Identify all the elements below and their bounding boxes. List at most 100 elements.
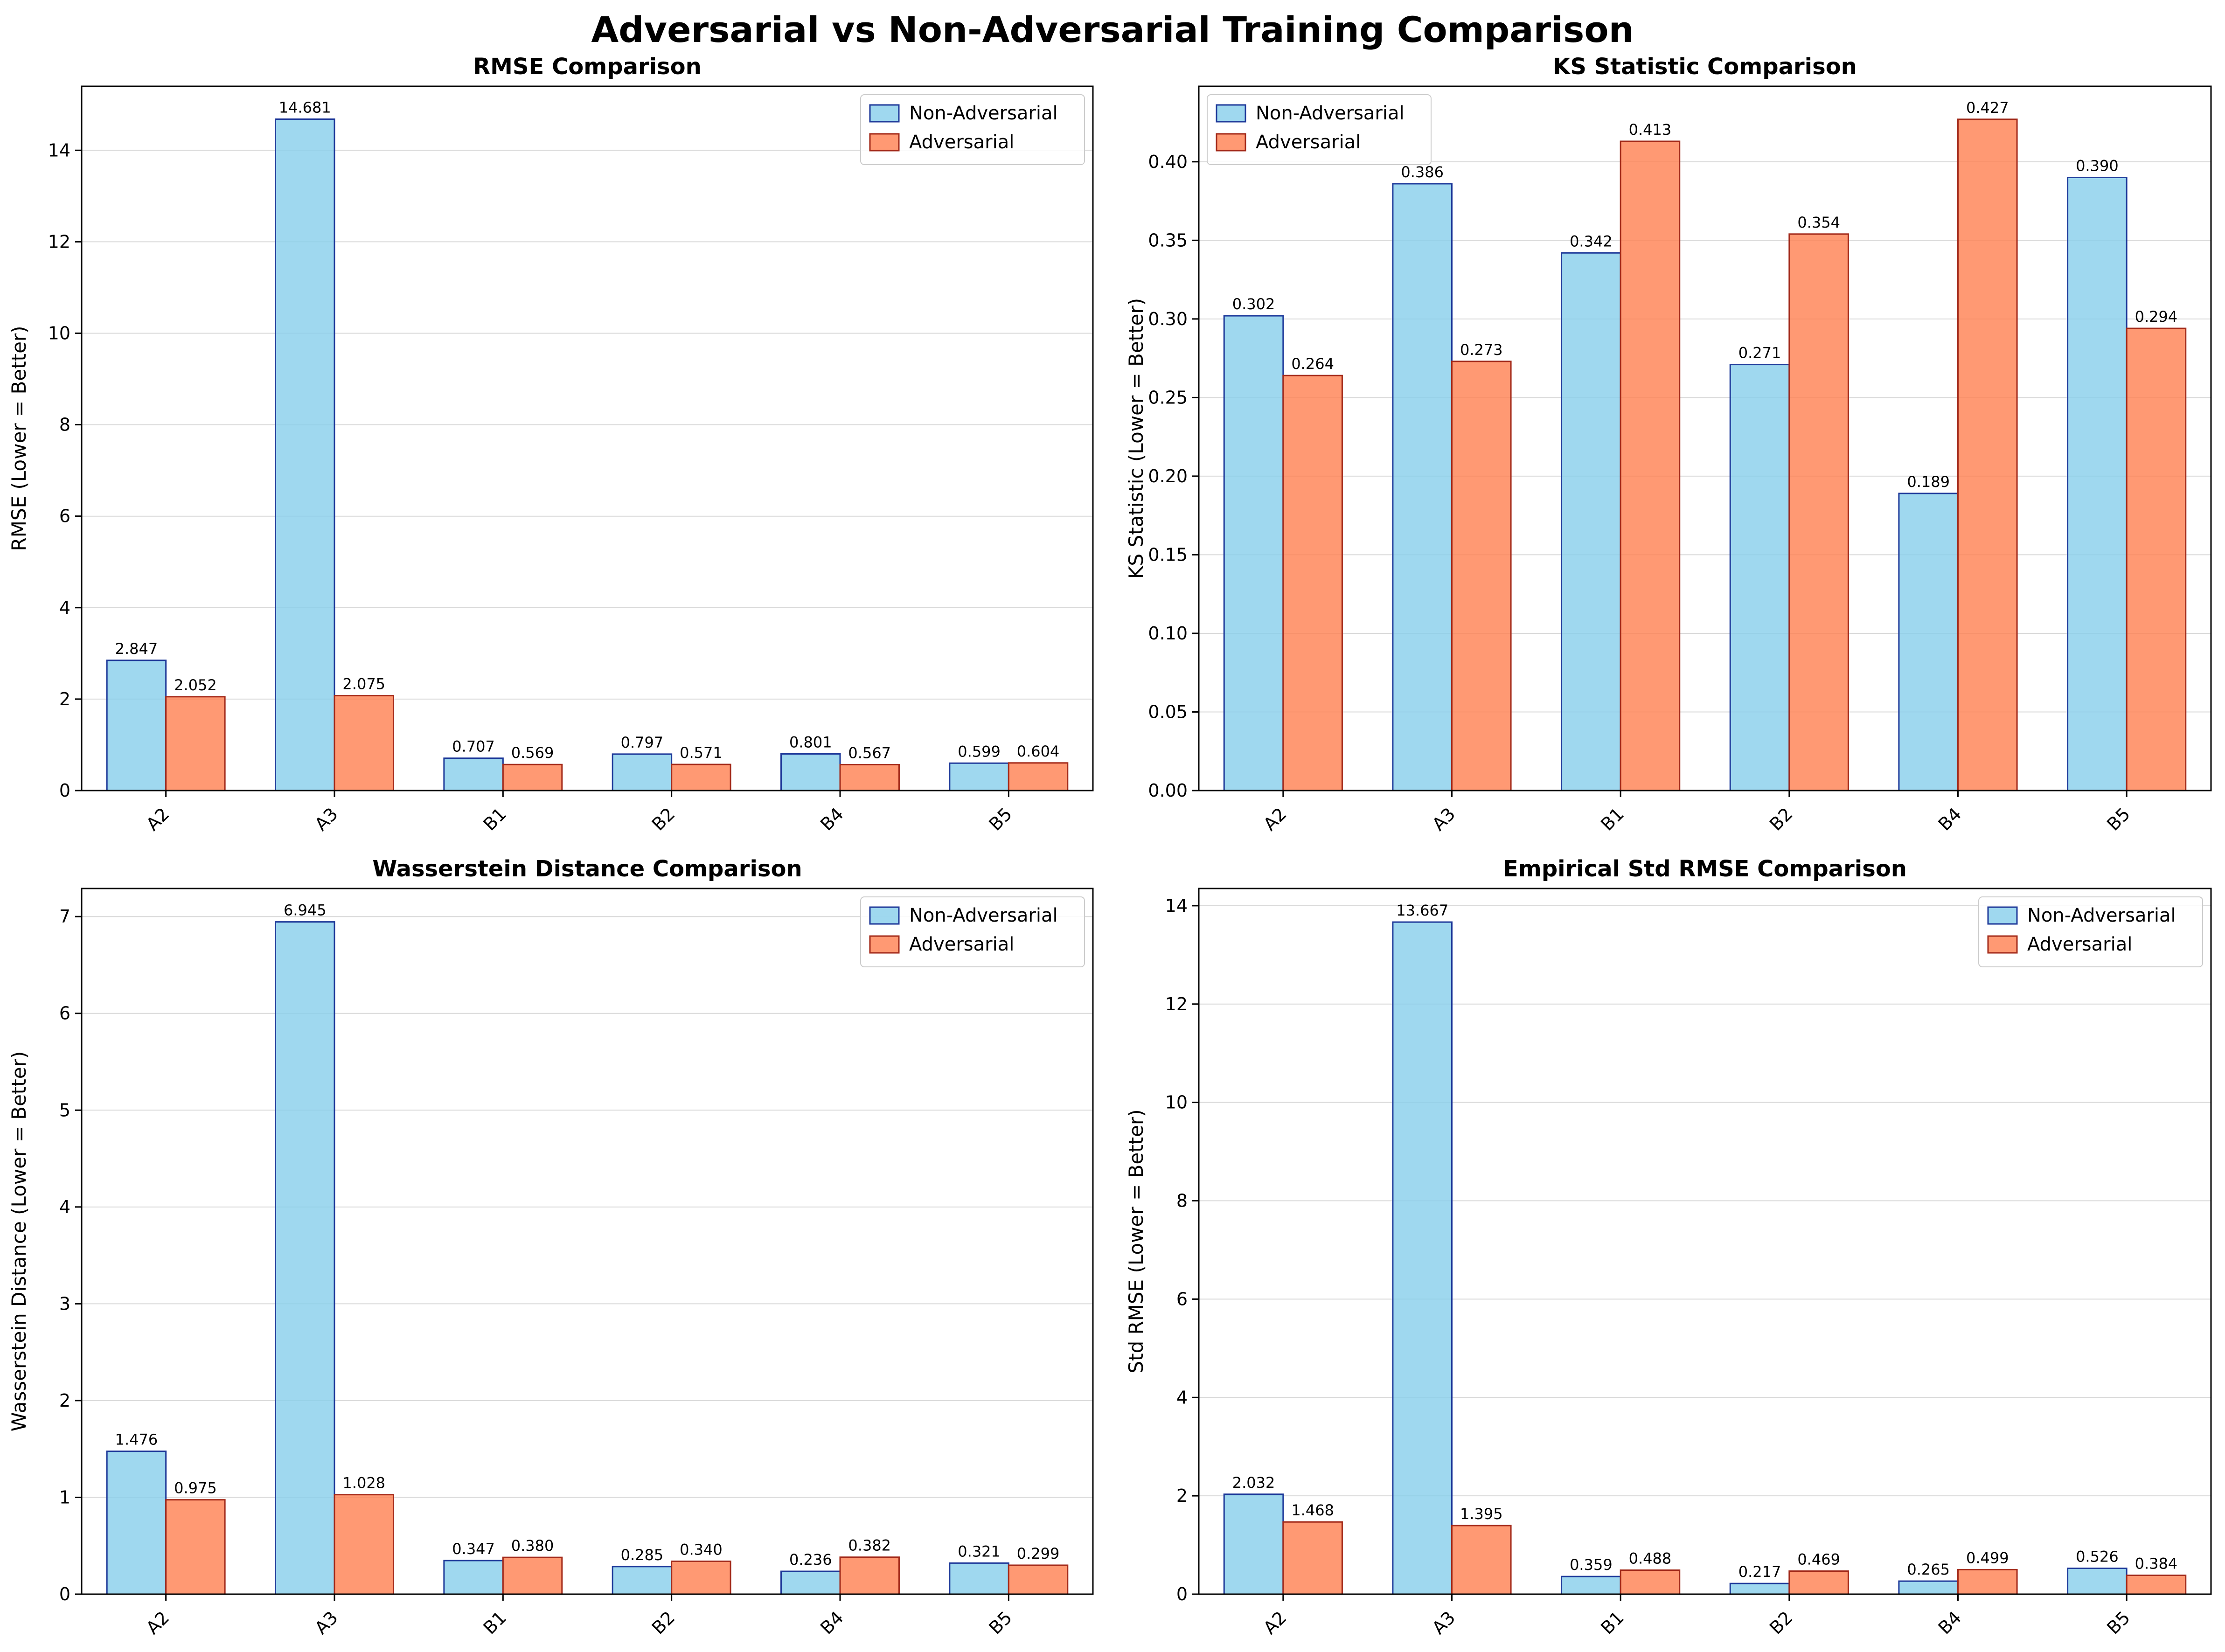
bar-non-adversarial-b4	[1898, 493, 1959, 791]
y-tick-label: 3	[59, 1293, 70, 1314]
legend-swatch	[1987, 906, 2018, 925]
y-tick-label: 0	[59, 780, 70, 801]
data-label: 0.707	[452, 738, 495, 756]
legend-swatch	[1216, 104, 1246, 123]
data-label: 0.384	[2135, 1555, 2178, 1573]
y-tick-label: 0.25	[1148, 387, 1188, 408]
panel-title: KS Statistic Comparison	[1553, 54, 1857, 80]
bar-non-adversarial-a3	[1392, 183, 1453, 791]
data-label: 1.468	[1291, 1501, 1334, 1519]
x-tick-label: B5	[2103, 1607, 2134, 1638]
bar-non-adversarial-b1	[1561, 1576, 1621, 1595]
x-tick-label: A3	[311, 1607, 342, 1638]
data-label: 0.271	[1738, 344, 1781, 362]
legend-box	[1207, 94, 1432, 165]
y-tick-label: 14	[1165, 895, 1188, 916]
legend-box	[860, 94, 1085, 165]
y-tick-label: 0.05	[1148, 701, 1188, 722]
x-tick-label: B5	[985, 1607, 1016, 1638]
panel-title: Empirical Std RMSE Comparison	[1503, 856, 1907, 882]
legend: Non-Adversarial Adversarial	[860, 896, 1085, 967]
data-label: 0.302	[1232, 295, 1275, 313]
panel-ks-statistic: 0.302 0.386 0.342 0.271 0.189 0.390 0.264 0.273…	[1125, 54, 2212, 835]
bar-non-adversarial-b4	[780, 753, 841, 791]
x-tick-label: B2	[1766, 804, 1797, 835]
bar-adversarial-b2	[671, 764, 731, 791]
data-label: 0.380	[511, 1537, 554, 1555]
data-label: 0.342	[1570, 232, 1613, 250]
bar-adversarial-b1	[1620, 1569, 1681, 1595]
legend-swatch	[869, 906, 900, 925]
data-label: 1.028	[342, 1474, 385, 1492]
x-tick-label: B4	[1934, 804, 1966, 835]
data-label: 6.945	[284, 902, 327, 919]
data-label: 2.075	[342, 675, 385, 693]
bar-non-adversarial-b5	[949, 762, 1009, 791]
y-tick-label: 0.20	[1148, 466, 1188, 486]
y-axis-label: RMSE (Lower = Better)	[7, 326, 30, 551]
y-tick-label: 7	[59, 906, 70, 927]
legend-swatch	[1987, 935, 2018, 954]
panel-rmse: 2.847 14.681 0.707 0.797 0.801 0.599 2.052 2.07…	[7, 54, 1094, 835]
bar-adversarial-a3	[334, 695, 394, 791]
y-tick-label: 12	[48, 231, 70, 252]
y-tick-label: 4	[59, 597, 70, 618]
data-label: 0.469	[1797, 1551, 1840, 1569]
x-tick-label: B4	[816, 1607, 848, 1638]
data-label: 0.321	[958, 1542, 1001, 1560]
data-label: 0.975	[174, 1479, 217, 1497]
data-label: 0.571	[680, 744, 723, 762]
data-label: 2.052	[174, 676, 217, 694]
x-tick-label: B1	[1597, 804, 1628, 835]
data-label: 0.359	[1570, 1556, 1613, 1574]
legend-box	[860, 896, 1085, 967]
panel-title: Wasserstein Distance Comparison	[372, 856, 802, 882]
data-label: 0.569	[511, 744, 554, 762]
x-tick-label: B2	[648, 1607, 679, 1638]
y-tick-label: 0.00	[1148, 780, 1188, 801]
x-tick-label: B5	[2103, 804, 2134, 835]
x-tick-label: B2	[1766, 1607, 1797, 1638]
data-label: 0.499	[1966, 1549, 2009, 1567]
bar-non-adversarial-b1	[443, 757, 504, 791]
y-tick-label: 0.35	[1148, 230, 1188, 250]
x-tick-label: B1	[479, 804, 510, 835]
bar-non-adversarial-b2	[612, 753, 673, 791]
y-tick-label: 0	[1176, 1584, 1188, 1604]
legend-swatch	[1216, 133, 1246, 152]
data-label: 0.390	[2076, 157, 2119, 174]
y-axis-label: Wasserstein Distance (Lower = Better)	[7, 1051, 30, 1431]
bar-adversarial-b5	[1008, 1564, 1069, 1595]
data-label: 0.265	[1907, 1561, 1950, 1578]
y-tick-label: 4	[1176, 1387, 1188, 1408]
y-tick-label: 0.10	[1148, 623, 1188, 644]
y-axis-label: Std RMSE (Lower = Better)	[1125, 1109, 1147, 1373]
legend: Non-Adversarial Adversarial	[1978, 896, 2203, 967]
data-label: 0.488	[1629, 1550, 1672, 1568]
data-label: 0.340	[680, 1541, 723, 1558]
x-tick-label: A2	[1259, 1607, 1291, 1638]
legend-label: Non-Adversarial	[909, 103, 1058, 124]
y-tick-label: 10	[1165, 1092, 1188, 1113]
bar-adversarial-b4	[839, 764, 900, 791]
y-tick-label: 2	[1176, 1485, 1188, 1506]
data-label: 0.273	[1460, 341, 1503, 359]
legend-label: Non-Adversarial	[2027, 905, 2176, 926]
y-tick-label: 1	[59, 1487, 70, 1507]
data-label: 0.347	[452, 1540, 495, 1558]
legend-label: Adversarial	[909, 934, 1014, 955]
bar-non-adversarial-a3	[275, 921, 335, 1595]
data-label: 0.217	[1738, 1563, 1781, 1581]
y-tick-label: 0.40	[1148, 152, 1188, 172]
bar-adversarial-b4	[839, 1556, 900, 1595]
y-tick-label: 4	[59, 1197, 70, 1217]
y-tick-label: 8	[1176, 1191, 1188, 1211]
bar-adversarial-b5	[1008, 762, 1069, 791]
y-tick-label: 0	[59, 1584, 70, 1604]
bar-adversarial-b2	[1788, 1570, 1849, 1595]
bar-adversarial-a2	[1282, 1521, 1343, 1595]
bar-adversarial-a2	[165, 696, 226, 791]
data-label: 0.354	[1797, 214, 1840, 231]
bar-adversarial-b1	[502, 1556, 563, 1595]
